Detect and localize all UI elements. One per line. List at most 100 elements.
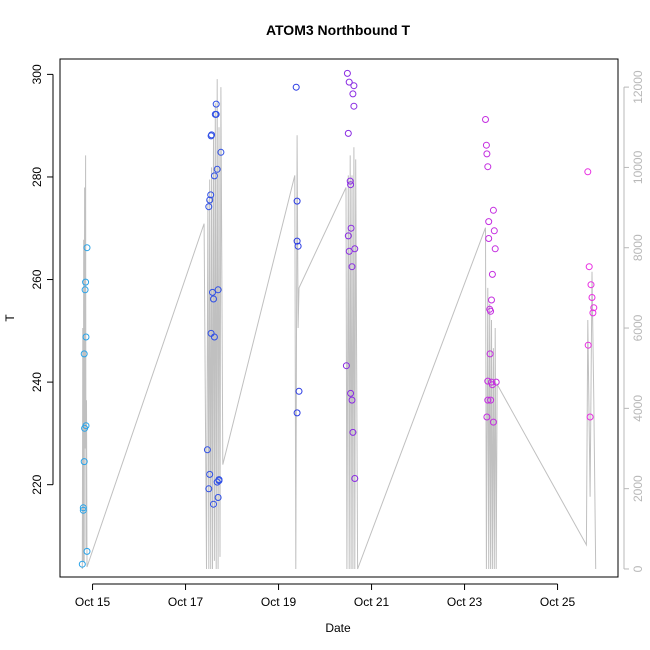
x-axis-label: Date xyxy=(325,621,351,635)
data-point xyxy=(212,100,220,108)
data-point xyxy=(586,413,594,421)
data-point xyxy=(207,191,215,199)
data-point xyxy=(206,470,214,478)
data-point xyxy=(342,362,350,370)
data-point xyxy=(83,244,91,252)
data-point xyxy=(82,333,90,341)
data-point xyxy=(489,206,497,214)
y-tick-label: 240 xyxy=(30,372,44,392)
x-tick-label: Oct 25 xyxy=(540,595,576,609)
data-point xyxy=(83,547,91,555)
data-point xyxy=(208,131,216,139)
data-point xyxy=(344,129,352,137)
data-point xyxy=(488,378,495,386)
y-tick-label: 260 xyxy=(30,269,44,289)
data-point xyxy=(213,478,221,486)
data-point xyxy=(214,494,222,501)
altitude-line-layer xyxy=(81,79,597,570)
data-point xyxy=(486,350,494,358)
data-point xyxy=(585,263,593,271)
plot-frame xyxy=(59,58,619,578)
data-point xyxy=(210,500,217,508)
data-point xyxy=(209,288,216,296)
data-point xyxy=(345,247,353,255)
data-point xyxy=(587,281,595,289)
y-axis-label: T xyxy=(3,314,17,322)
data-point xyxy=(487,396,495,404)
data-point xyxy=(589,309,597,317)
data-point xyxy=(482,116,489,123)
x-tick-label: Oct 17 xyxy=(168,595,204,609)
data-point xyxy=(485,235,493,242)
y2-tick-label: 4000 xyxy=(631,395,645,422)
data-point xyxy=(80,350,88,358)
x-tick-label: Oct 19 xyxy=(261,595,297,609)
data-point xyxy=(79,506,87,514)
data-point xyxy=(292,83,300,91)
data-point xyxy=(205,485,213,493)
data-point xyxy=(491,245,499,253)
data-point xyxy=(484,396,492,404)
y-tick-label: 300 xyxy=(30,64,44,84)
data-point xyxy=(350,102,358,110)
data-point xyxy=(82,422,90,430)
data-point xyxy=(488,296,495,304)
data-point xyxy=(349,90,357,98)
data-point xyxy=(349,428,357,436)
data-point xyxy=(343,69,351,77)
data-point xyxy=(347,224,355,232)
axes: Oct 15 Oct 17 Oct 19 Oct 21 Oct 23 Oct 25 220 2… xyxy=(30,58,645,609)
data-point xyxy=(293,197,301,205)
data-point xyxy=(210,333,218,341)
data-point xyxy=(203,446,211,454)
data-point xyxy=(488,270,496,278)
data-point xyxy=(483,150,491,158)
y2-tick-label: 2000 xyxy=(631,475,645,502)
data-point xyxy=(348,263,356,271)
data-point xyxy=(482,141,490,149)
chart-title: ATOM3 Northbound T xyxy=(266,22,411,38)
y2-tick-label: 6000 xyxy=(631,314,645,341)
altitude-line xyxy=(81,79,597,570)
data-point xyxy=(484,163,492,171)
data-point xyxy=(487,307,495,315)
y-tick-label: 220 xyxy=(30,474,44,494)
y2-tick-label: 10000 xyxy=(631,150,645,184)
data-point xyxy=(347,181,355,189)
data-point xyxy=(485,218,493,226)
y-tick-label: 280 xyxy=(30,167,44,187)
y2-tick-label: 0 xyxy=(631,565,645,572)
y2-tick-label: 8000 xyxy=(631,234,645,261)
data-point xyxy=(351,475,359,482)
data-point xyxy=(483,413,491,421)
data-point xyxy=(295,387,303,395)
data-point xyxy=(584,168,592,176)
data-point xyxy=(347,389,355,397)
data-point xyxy=(210,172,218,180)
points-layer xyxy=(78,69,598,568)
data-point xyxy=(81,286,89,294)
data-point xyxy=(79,504,87,512)
data-point xyxy=(293,237,301,245)
data-point xyxy=(490,227,498,235)
x-tick-label: Oct 21 xyxy=(354,595,390,609)
data-point xyxy=(293,409,301,417)
data-point xyxy=(588,294,596,301)
x-tick-label: Oct 23 xyxy=(447,595,483,609)
data-point xyxy=(213,165,221,173)
data-point xyxy=(489,418,497,426)
data-point xyxy=(350,82,358,90)
data-point xyxy=(584,341,592,349)
data-point xyxy=(212,110,220,118)
data-point xyxy=(205,203,213,211)
data-point xyxy=(348,396,356,404)
data-point xyxy=(78,560,86,568)
data-point xyxy=(80,458,88,466)
data-point xyxy=(344,232,352,240)
data-point xyxy=(82,278,90,286)
data-point xyxy=(217,148,225,156)
data-point xyxy=(345,78,353,86)
data-point xyxy=(346,177,354,185)
data-point xyxy=(206,196,214,204)
y2-tick-label: 12000 xyxy=(631,70,645,104)
